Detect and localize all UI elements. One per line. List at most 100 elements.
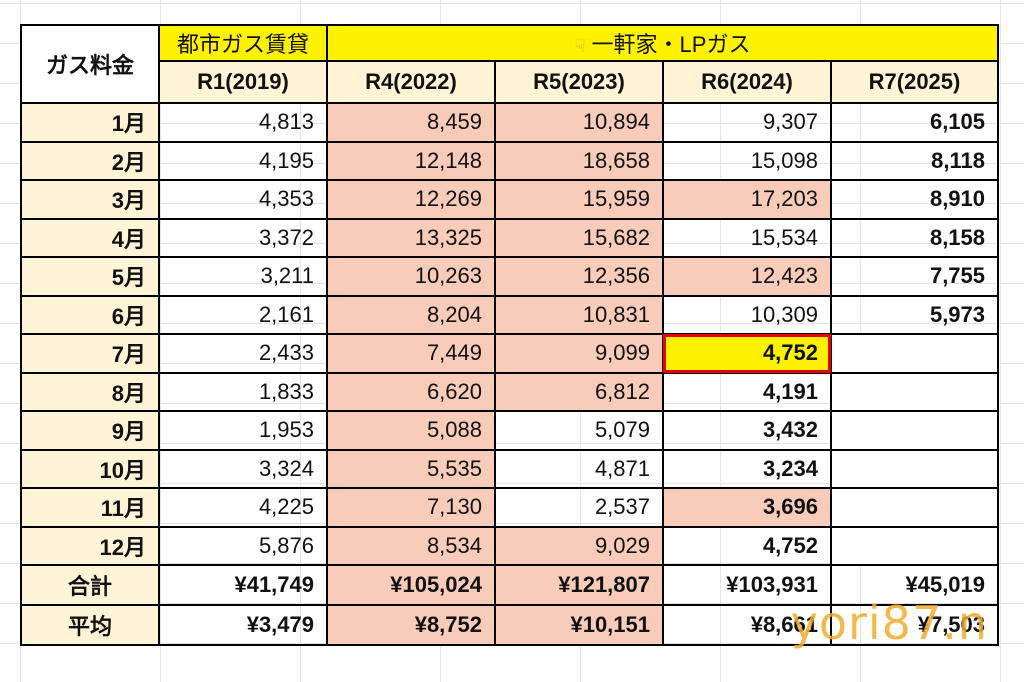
cell-r5: 15,682 (494, 217, 664, 258)
cell-r4: 12,269 (326, 179, 496, 220)
cell-r1: 3,211 (158, 256, 328, 297)
group-header-lp-gas-label: 一軒家・LPガス (591, 32, 751, 57)
table-row: 5月 3,211 10,263 12,356 12,423 7,755 (20, 256, 1000, 297)
cell-r7: 8,158 (829, 217, 1000, 258)
cell-r4: 10,263 (326, 256, 496, 297)
average-r5: ¥10,151 (494, 604, 664, 646)
cell-r5: 9,029 (494, 525, 664, 566)
cell-r7 (829, 333, 1000, 374)
cell-r6: 9,307 (662, 102, 832, 143)
cell-r4: 5,535 (326, 448, 496, 489)
cell-r6: 3,432 (662, 410, 832, 451)
cell-r4: 7,130 (326, 487, 496, 528)
total-r1: ¥41,749 (158, 564, 328, 606)
gas-cost-table: ガス料金 都市ガス賃貸 ☟ 一軒家・LPガス R1(2019) R4(2022) … (20, 24, 1000, 646)
cell-r6: 3,234 (662, 448, 832, 489)
cell-r7 (829, 371, 1000, 412)
month-label: 4月 (20, 217, 160, 258)
table-row: 6月 2,161 8,204 10,831 10,309 5,973 (20, 294, 1000, 335)
total-label: 合計 (20, 564, 160, 606)
cell-r4: 6,620 (326, 371, 496, 412)
table-row: 10月 3,324 5,535 4,871 3,234 (20, 448, 1000, 489)
cell-r1: 5,876 (158, 525, 328, 566)
cell-r6-highlighted: 4,752 (662, 333, 832, 374)
month-label: 11月 (20, 487, 160, 528)
month-label: 10月 (20, 448, 160, 489)
total-r5: ¥121,807 (494, 564, 664, 606)
cell-r1: 4,813 (158, 102, 328, 143)
cell-r4: 7,449 (326, 333, 496, 374)
cell-r5: 4,871 (494, 448, 664, 489)
cell-r6: 3,696 (662, 487, 832, 528)
group-header-city-gas: 都市ガス賃貸 (158, 24, 328, 62)
month-label: 12月 (20, 525, 160, 566)
cell-r4: 5,088 (326, 410, 496, 451)
pointing-hand-icon: ☟ (574, 36, 586, 56)
total-r7: ¥45,019 (829, 564, 1000, 606)
table-title: ガス料金 (20, 24, 160, 104)
cell-r6: 12,423 (662, 256, 832, 297)
cell-r7: 7,755 (829, 256, 1000, 297)
average-r1: ¥3,479 (158, 604, 328, 646)
month-label: 7月 (20, 333, 160, 374)
cell-r7: 5,973 (829, 294, 1000, 335)
cell-r7 (829, 525, 1000, 566)
total-r6: ¥103,931 (662, 564, 832, 606)
cell-r7 (829, 410, 1000, 451)
cell-r6: 15,098 (662, 140, 832, 181)
year-header-r5: R5(2023) (494, 60, 664, 104)
total-r4: ¥105,024 (326, 564, 496, 606)
cell-r1: 4,195 (158, 140, 328, 181)
cell-r7 (829, 448, 1000, 489)
cell-r5: 2,537 (494, 487, 664, 528)
cell-r4: 12,148 (326, 140, 496, 181)
table-row: 1月 4,813 8,459 10,894 9,307 6,105 (20, 102, 1000, 143)
table-row: 11月 4,225 7,130 2,537 3,696 (20, 487, 1000, 528)
table-row: 12月 5,876 8,534 9,029 4,752 (20, 525, 1000, 566)
header-row-groups: ガス料金 都市ガス賃貸 ☟ 一軒家・LPガス (20, 24, 1000, 104)
month-label: 6月 (20, 294, 160, 335)
cell-r1: 2,433 (158, 333, 328, 374)
average-label: 平均 (20, 604, 160, 646)
cell-r6: 17,203 (662, 179, 832, 220)
cell-r7 (829, 487, 1000, 528)
year-header-r4: R4(2022) (326, 60, 496, 104)
cell-r5: 10,831 (494, 294, 664, 335)
cell-r5: 15,959 (494, 179, 664, 220)
cell-r1: 1,953 (158, 410, 328, 451)
cell-r5: 18,658 (494, 140, 664, 181)
average-r4: ¥8,752 (326, 604, 496, 646)
cell-r5: 10,894 (494, 102, 664, 143)
header-row-years: R1(2019) R4(2022) R5(2023) R6(2024) R7(2… (21, 60, 1000, 104)
watermark-text: yori87.n (790, 596, 988, 650)
cell-r7: 6,105 (829, 102, 1000, 143)
cell-r6: 4,752 (662, 525, 832, 566)
table-row: 8月 1,833 6,620 6,812 4,191 (20, 371, 1000, 412)
month-label: 3月 (20, 179, 160, 220)
table-row: 9月 1,953 5,088 5,079 3,432 (20, 410, 1000, 451)
table-row: 7月 2,433 7,449 9,099 4,752 (20, 333, 1000, 374)
cell-r7: 8,910 (829, 179, 1000, 220)
month-label: 1月 (20, 102, 160, 143)
cell-r1: 3,324 (158, 448, 328, 489)
month-label: 8月 (20, 371, 160, 412)
cell-r5: 6,812 (494, 371, 664, 412)
year-header-r7: R7(2025) (829, 60, 1000, 104)
table-row: 2月 4,195 12,148 18,658 15,098 8,118 (20, 140, 1000, 181)
cell-r5: 12,356 (494, 256, 664, 297)
cell-r4: 13,325 (326, 217, 496, 258)
cell-r4: 8,204 (326, 294, 496, 335)
group-header-lp-gas: ☟ 一軒家・LPガス (325, 24, 1000, 62)
cell-r1: 3,372 (158, 217, 328, 258)
table-row: 4月 3,372 13,325 15,682 15,534 8,158 (20, 217, 1000, 258)
cell-r4: 8,459 (326, 102, 496, 143)
cell-r7: 8,118 (829, 140, 1000, 181)
table-row: 3月 4,353 12,269 15,959 17,203 8,910 (20, 179, 1000, 220)
average-r6: ¥8,661 (662, 604, 832, 646)
cell-r4: 8,534 (326, 525, 496, 566)
average-r7: ¥7,503 (829, 604, 1000, 646)
cell-r5: 5,079 (494, 410, 664, 451)
year-header-r1: R1(2019) (158, 60, 328, 104)
cell-r1: 4,353 (158, 179, 328, 220)
total-row: 合計 ¥41,749 ¥105,024 ¥121,807 ¥103,931 ¥4… (20, 564, 1000, 606)
